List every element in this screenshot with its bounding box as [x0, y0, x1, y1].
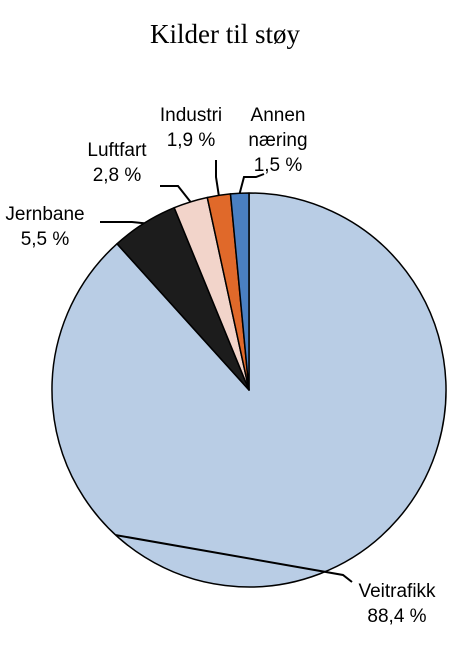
slice-labels: Veitrafikk 88,4 % Jernbane 5,5 %Luftfart 2,8… — [5, 105, 436, 627]
chart-title: Kilder til støy — [150, 19, 300, 49]
leader-lines — [100, 160, 353, 583]
leader-line-veitrafikk — [115, 534, 353, 583]
pie-slices — [51, 192, 447, 588]
slice-label-luftfart: Luftfart 2,8 % — [87, 140, 147, 186]
slice-label-veitrafikk: Veitrafikk 88,4 % — [358, 581, 436, 627]
slice-label-jernbane: Jernbane 5,5 % — [5, 204, 84, 250]
leader-line-industri — [215, 160, 220, 196]
slice-label-annen-næring: Annen næring 1,5 % — [248, 105, 307, 176]
slice-label-industri: Industri 1,9 % — [160, 105, 222, 151]
leader-line-jernbane — [100, 221, 145, 225]
pie-slice-annen-næring — [229, 192, 250, 391]
leader-line-luftfart — [160, 185, 192, 203]
leader-line-annen-næring — [238, 173, 265, 194]
